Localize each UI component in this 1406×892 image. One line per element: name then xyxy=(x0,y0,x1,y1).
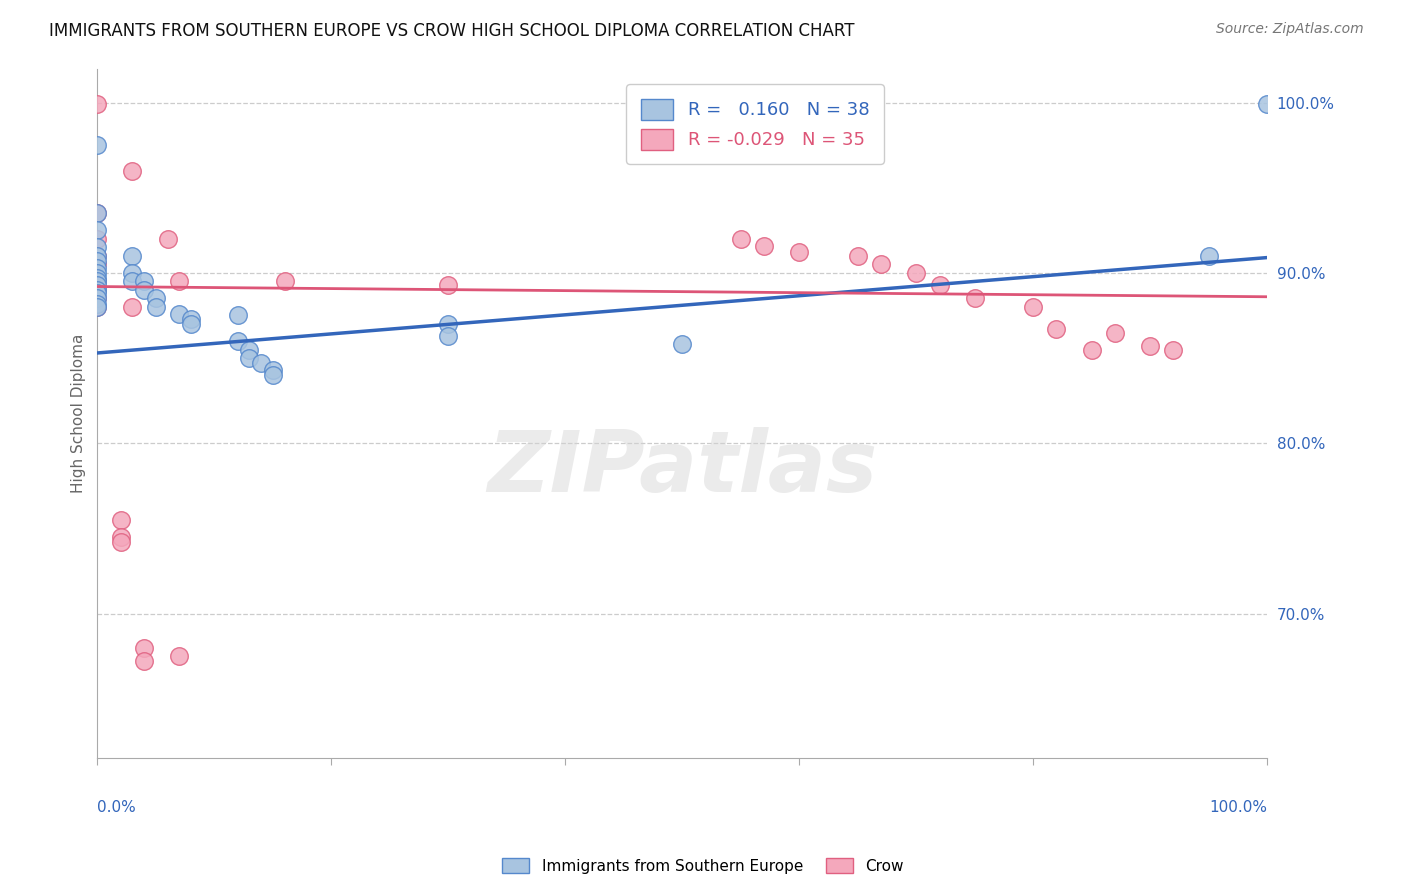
Point xyxy=(86,292,108,306)
Point xyxy=(238,351,260,365)
Point xyxy=(86,257,108,271)
Point xyxy=(787,245,810,260)
Point xyxy=(262,368,284,383)
Point xyxy=(134,640,156,655)
Text: 0.0%: 0.0% xyxy=(97,800,136,814)
Point xyxy=(86,206,108,220)
Point xyxy=(86,254,108,268)
Point xyxy=(86,283,108,297)
Point xyxy=(167,649,190,664)
Point xyxy=(86,249,108,263)
Text: Source: ZipAtlas.com: Source: ZipAtlas.com xyxy=(1216,22,1364,37)
Point xyxy=(86,296,108,310)
Point xyxy=(134,283,156,297)
Point xyxy=(86,266,108,280)
Point xyxy=(752,238,775,252)
Point xyxy=(86,286,108,301)
Point xyxy=(1104,326,1126,340)
Point xyxy=(110,530,132,544)
Point xyxy=(121,300,143,314)
Point xyxy=(86,223,108,237)
Point xyxy=(145,300,167,314)
Point xyxy=(180,312,202,326)
Point xyxy=(437,277,460,292)
Point xyxy=(262,363,284,377)
Point xyxy=(121,163,143,178)
Point xyxy=(86,292,108,306)
Text: IMMIGRANTS FROM SOUTHERN EUROPE VS CROW HIGH SCHOOL DIPLOMA CORRELATION CHART: IMMIGRANTS FROM SOUTHERN EUROPE VS CROW … xyxy=(49,22,855,40)
Point xyxy=(730,232,752,246)
Point xyxy=(1139,339,1161,353)
Point xyxy=(870,257,893,271)
Legend: Immigrants from Southern Europe, Crow: Immigrants from Southern Europe, Crow xyxy=(496,852,910,880)
Point xyxy=(1080,343,1102,357)
Point xyxy=(167,275,190,289)
Point xyxy=(86,283,108,297)
Point xyxy=(86,249,108,263)
Point xyxy=(86,260,108,275)
Point xyxy=(905,266,928,280)
Point xyxy=(963,292,986,306)
Point xyxy=(1198,249,1220,263)
Point xyxy=(238,343,260,357)
Text: 100.0%: 100.0% xyxy=(1209,800,1267,814)
Point xyxy=(110,513,132,527)
Point xyxy=(1256,97,1278,112)
Point xyxy=(86,275,108,289)
Legend: R =   0.160   N = 38, R = -0.029   N = 35: R = 0.160 N = 38, R = -0.029 N = 35 xyxy=(626,85,884,164)
Point xyxy=(110,535,132,549)
Point xyxy=(437,329,460,343)
Y-axis label: High School Diploma: High School Diploma xyxy=(72,334,86,493)
Point xyxy=(121,249,143,263)
Text: ZIPatlas: ZIPatlas xyxy=(486,427,877,510)
Point xyxy=(86,277,108,292)
Point xyxy=(86,275,108,289)
Point xyxy=(134,275,156,289)
Point xyxy=(846,249,869,263)
Point xyxy=(928,277,950,292)
Point xyxy=(437,317,460,331)
Point xyxy=(167,307,190,321)
Point xyxy=(226,334,249,348)
Point xyxy=(86,240,108,254)
Point xyxy=(121,275,143,289)
Point xyxy=(156,232,179,246)
Point xyxy=(134,654,156,668)
Point xyxy=(86,271,108,285)
Point xyxy=(671,337,693,351)
Point xyxy=(273,275,295,289)
Point xyxy=(1022,300,1045,314)
Point xyxy=(180,317,202,331)
Point xyxy=(86,232,108,246)
Point xyxy=(121,266,143,280)
Point xyxy=(250,356,273,370)
Point xyxy=(86,300,108,314)
Point xyxy=(1045,322,1067,336)
Point xyxy=(86,138,108,153)
Point xyxy=(226,309,249,323)
Point xyxy=(86,300,108,314)
Point xyxy=(86,97,108,112)
Point xyxy=(145,292,167,306)
Point xyxy=(86,206,108,220)
Point xyxy=(1163,343,1185,357)
